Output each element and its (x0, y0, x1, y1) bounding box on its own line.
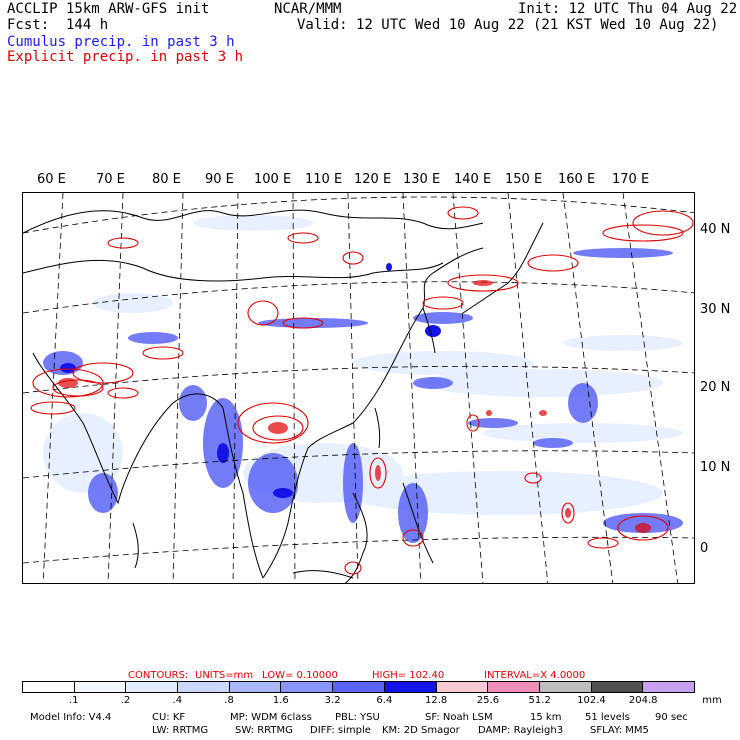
lon-label: 60 E (37, 172, 66, 187)
model-info: KM: 2D Smagor (382, 725, 460, 736)
explicit-precip (30, 206, 694, 575)
colorbar-swatch (384, 682, 437, 692)
model-info: PBL: YSU (335, 712, 380, 723)
colorbar-swatch (229, 682, 282, 692)
lon-label: 120 E (354, 172, 392, 187)
lon-label: 170 E (612, 172, 650, 187)
colorbar-label: 1.6 (272, 695, 289, 706)
colorbar-swatch (488, 682, 540, 692)
colorbar-swatch (23, 682, 75, 692)
colorbar-label: .2 (120, 695, 131, 706)
colorbar-swatch (333, 682, 385, 692)
colorbar-label: .4 (172, 695, 183, 706)
colorbar-swatch (126, 682, 179, 692)
colorbar-swatch (178, 682, 230, 692)
valid-time: Valid: 12 UTC Wed 10 Aug 22 (21 KST Wed … (297, 17, 719, 33)
init-time: Init: 12 UTC Thu 04 Aug 22 (518, 1, 738, 17)
lon-label: 140 E (454, 172, 492, 187)
map-canvas (23, 193, 694, 583)
colorbar-label: .1 (68, 695, 79, 706)
model-info: CU: KF (152, 712, 186, 723)
colorbar-label: 12.8 (425, 695, 448, 706)
lon-label: 80 E (152, 172, 181, 187)
lat-label: 30 N (700, 302, 731, 317)
colorbar (22, 681, 695, 693)
colorbar-swatch (281, 682, 334, 692)
legend-cumulus: Cumulus precip. in past 3 h (7, 34, 235, 50)
contours-units: UNITS=mm (195, 670, 254, 681)
lat-label: 0 (700, 541, 709, 556)
colorbar-label: 204.8 (628, 695, 658, 706)
colorbar-swatch (539, 682, 592, 692)
coastlines (23, 209, 544, 583)
colorbar-label: .8 (224, 695, 234, 706)
colorbar-label: 25.6 (476, 695, 500, 706)
lon-label: 160 E (558, 172, 596, 187)
model-info: SW: RRTMG (235, 725, 293, 736)
explicit-precip-fill (58, 280, 651, 533)
graticule (23, 193, 694, 583)
model-info: SFLAY: MM5 (590, 725, 649, 736)
model-info: SF: Noah LSM (425, 712, 493, 723)
model-info: DAMP: Rayleigh3 (478, 725, 564, 736)
precip-map (22, 192, 695, 584)
center-label: NCAR/MMM (274, 1, 342, 17)
run-title: ACCLIP 15km ARW-GFS init (7, 1, 210, 17)
forecast-hour: Fcst: 144 h (7, 17, 109, 33)
colorbar-swatch (436, 682, 489, 692)
colorbar-unit: mm (702, 695, 722, 706)
lat-label: 40 N (700, 222, 731, 237)
cumulus-heavy (60, 263, 441, 498)
colorbar-label: 3.2 (324, 695, 341, 706)
lon-label: 110 E (305, 172, 343, 187)
colorbar-label: 6.4 (376, 695, 393, 706)
contours-label: CONTOURS: (128, 670, 189, 681)
colorbar-swatch (591, 682, 644, 692)
colorbar-swatch (74, 682, 127, 692)
lon-label: 100 E (254, 172, 292, 187)
model-info: 15 km (530, 712, 562, 723)
lon-label: 150 E (505, 172, 543, 187)
lon-label: 90 E (205, 172, 234, 187)
legend-explicit: Explicit precip. in past 3 h (7, 49, 244, 65)
lat-label: 10 N (700, 460, 731, 475)
contours-interval: INTERVAL=X 4.0000 (484, 670, 586, 681)
colorbar-label: 102.4 (577, 695, 606, 706)
colorbar-label: 51.2 (528, 695, 551, 706)
model-info: LW: RRTMG (152, 725, 209, 736)
lon-label: 130 E (403, 172, 441, 187)
colorbar-swatch (643, 682, 694, 692)
model-info: Model Info: V4.4 (30, 712, 112, 723)
model-info: 90 sec (655, 712, 688, 723)
model-info: MP: WDM 6class (230, 712, 312, 723)
contours-low: LOW= 0.10000 (262, 670, 338, 681)
model-info: 51 levels (585, 712, 630, 723)
contours-high: HIGH= 102.40 (372, 670, 445, 681)
lat-label: 20 N (700, 380, 731, 395)
model-info: DIFF: simple (310, 725, 371, 736)
lon-label: 70 E (96, 172, 125, 187)
